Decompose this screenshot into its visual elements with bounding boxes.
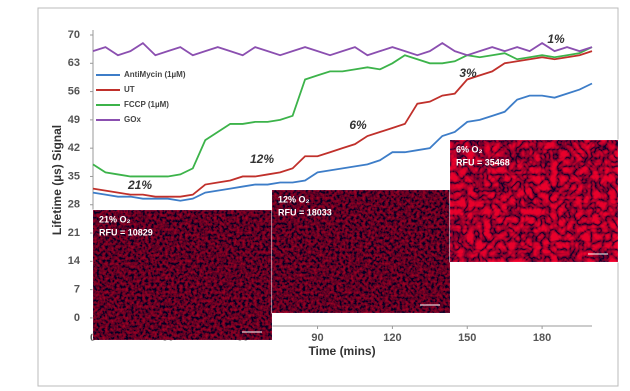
- x-tick-label: 180: [533, 332, 551, 344]
- legend-label: AntiMycin (1µM): [124, 70, 186, 79]
- x-tick-label: 120: [383, 332, 401, 344]
- x-tick-label: 90: [311, 332, 323, 344]
- y-tick-label: 7: [74, 284, 80, 296]
- y-tick-label: 14: [68, 255, 81, 267]
- inset-label: 6% O₂: [456, 144, 483, 154]
- annotation: 12%: [250, 152, 274, 166]
- x-axis-label: Time (mins): [308, 344, 375, 358]
- annotation: 6%: [349, 118, 367, 132]
- inset-rfu: RFU = 10829: [99, 227, 153, 237]
- inset-label: 21% O₂: [99, 214, 131, 224]
- y-tick-label: 56: [68, 85, 80, 97]
- y-axis-label: Lifetime (µs) Signal: [50, 125, 64, 235]
- legend-label: UT: [124, 85, 135, 94]
- y-tick-label: 63: [68, 57, 80, 69]
- inset-rfu: RFU = 18033: [278, 207, 332, 217]
- inset-rfu: RFU = 35468: [456, 157, 510, 167]
- chart: Lifetime (µs) Signal Time (mins) 0 7 14 21 2…: [0, 0, 630, 391]
- legend-label: FCCP (1µM): [124, 100, 169, 109]
- annotation: 3%: [459, 66, 477, 80]
- annotation: 1%: [547, 32, 565, 46]
- y-tick-label: 35: [68, 170, 80, 182]
- y-tick-label: 0: [74, 312, 80, 324]
- y-tick-label: 28: [68, 199, 80, 211]
- y-tick-label: 70: [68, 29, 80, 41]
- annotation: 21%: [127, 178, 152, 192]
- x-tick-label: 150: [458, 332, 476, 344]
- y-tick-label: 42: [68, 142, 80, 154]
- y-tick-label: 49: [68, 114, 80, 126]
- y-tick-label: 21: [68, 227, 80, 239]
- inset-label: 12% O₂: [278, 194, 310, 204]
- legend-label: GOx: [124, 115, 141, 124]
